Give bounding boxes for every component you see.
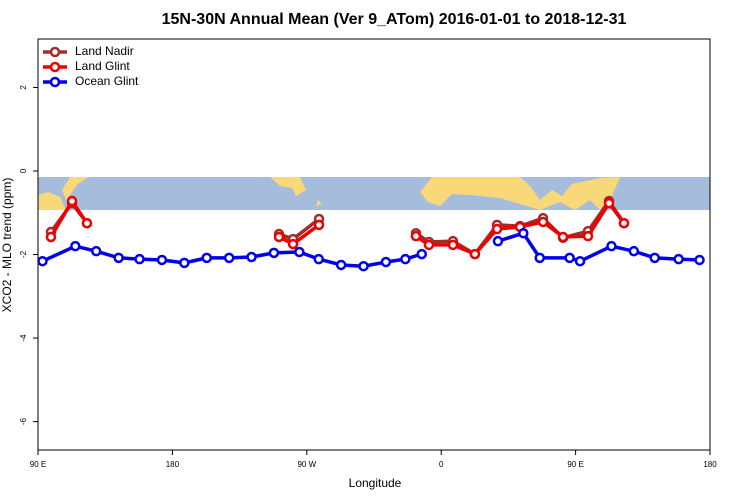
data-point	[557, 231, 569, 243]
data-point	[606, 240, 617, 252]
data-point	[447, 239, 459, 251]
y-tick-label: -2	[19, 250, 28, 258]
land-area	[270, 177, 322, 206]
data-point	[156, 254, 168, 266]
legend-label: Land Glint	[75, 59, 130, 73]
data-point	[66, 195, 78, 207]
data-point	[70, 240, 81, 252]
data-point	[223, 252, 235, 264]
data-point	[45, 231, 57, 243]
data-point	[90, 245, 102, 257]
data-point	[673, 253, 684, 265]
data-point	[113, 252, 124, 264]
data-point	[649, 252, 660, 264]
data-point	[423, 239, 435, 251]
data-point	[534, 252, 546, 264]
data-point	[335, 259, 347, 271]
x-tick-label: 180	[703, 460, 717, 469]
data-point	[618, 217, 630, 229]
data-point	[294, 246, 305, 258]
data-point	[564, 252, 575, 264]
data-point	[246, 251, 257, 263]
legend-marker	[49, 46, 61, 58]
data-point	[358, 260, 369, 272]
data-point	[179, 257, 190, 269]
y-axis-label: XCO2 - MLO trend (ppm)	[0, 178, 14, 313]
x-axis-label: Longitude	[349, 476, 402, 490]
data-point	[400, 253, 411, 265]
data-point	[582, 230, 594, 242]
data-point	[694, 254, 705, 266]
x-tick-label: 90 E	[30, 460, 46, 469]
y-tick-label: -6	[19, 417, 28, 425]
data-point	[518, 227, 529, 239]
data-point	[416, 248, 428, 260]
data-point	[628, 245, 640, 257]
x-tick-label: 90 E	[567, 460, 583, 469]
land-area	[38, 177, 88, 210]
data-point	[603, 197, 615, 209]
data-point	[574, 255, 586, 267]
x-tick-label: 0	[439, 460, 444, 469]
chart-title: 15N-30N Annual Mean (Ver 9_ATom) 2016-01…	[162, 11, 627, 28]
data-point	[491, 223, 503, 235]
data-point	[81, 217, 93, 229]
plot-frame	[37, 38, 711, 451]
legend-marker	[49, 61, 61, 73]
data-point	[313, 253, 324, 265]
legend-label: Ocean Glint	[75, 74, 139, 88]
map-band	[38, 177, 710, 210]
x-tick-label: 90 W	[297, 460, 316, 469]
data-point	[37, 255, 48, 267]
data-point	[287, 238, 299, 250]
land-area	[420, 177, 620, 210]
data-point	[492, 235, 504, 247]
data-point	[380, 256, 392, 268]
y-tick-label: 2	[19, 85, 28, 90]
data-point	[134, 253, 145, 265]
data-point	[537, 216, 549, 228]
x-tick-label: 180	[166, 460, 180, 469]
data-point	[273, 231, 285, 243]
data-point	[201, 252, 212, 264]
data-point	[469, 248, 481, 260]
data-point	[268, 247, 280, 259]
data-point	[410, 230, 422, 242]
y-tick-label: -4	[19, 334, 28, 342]
legend-label: Land Nadir	[75, 44, 134, 58]
y-tick-label: 0	[19, 168, 28, 173]
legend-marker	[49, 76, 61, 88]
data-point	[313, 219, 325, 231]
